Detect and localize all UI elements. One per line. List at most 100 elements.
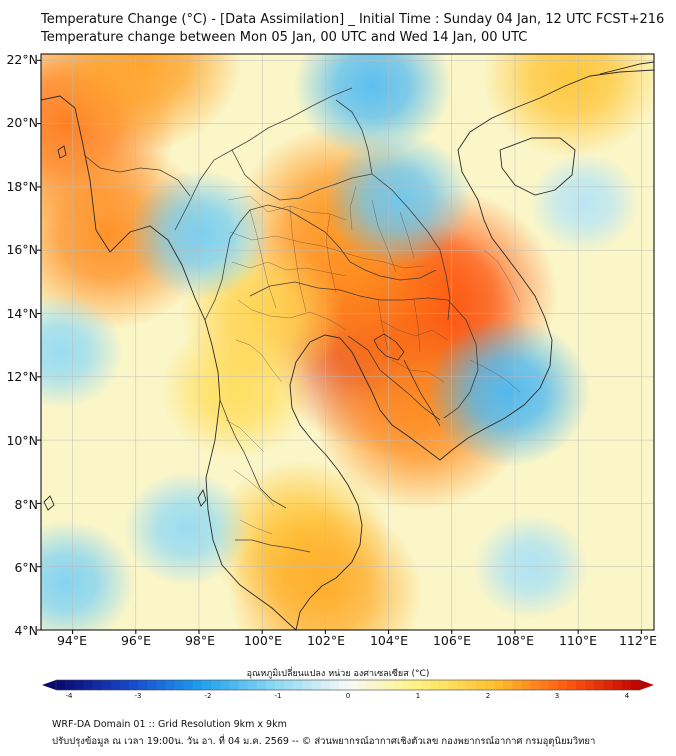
- colorbar-segment: [138, 680, 148, 690]
- colorbar-segment: [439, 680, 449, 690]
- colorbar-segment: [348, 680, 358, 690]
- colorbar-tick-label: 2: [485, 692, 491, 700]
- colorbar-segment: [430, 680, 440, 690]
- colorbar-segment: [393, 680, 404, 690]
- lon-label-106: 106°E: [432, 633, 471, 648]
- colorbar-segment: [530, 680, 541, 690]
- province-boundaries: [225, 185, 521, 535]
- colorbar-tick-label: 0: [345, 692, 351, 700]
- lat-label-20: 20°N: [6, 115, 38, 130]
- colorbar-segment: [557, 680, 568, 690]
- colorbar-segment: [320, 680, 331, 690]
- colorbar-segment: [165, 680, 176, 690]
- colorbar-segment: [147, 680, 157, 690]
- colorbar-segment: [56, 680, 66, 690]
- colorbar-segment: [603, 680, 614, 690]
- colorbar-segment: [612, 680, 623, 690]
- lat-label-12: 12°N: [6, 369, 38, 384]
- temperature-field: [41, 54, 654, 630]
- colorbar-tick-label: -1: [274, 692, 282, 700]
- colorbar-min-arrow: [42, 680, 56, 690]
- anomaly-north-cold: [293, 54, 452, 158]
- colorbar-segment: [302, 680, 312, 690]
- lat-label-4: 4°N: [14, 623, 38, 638]
- lon-label-102: 102°E: [306, 633, 345, 648]
- anomaly-bay-cold: [41, 293, 124, 410]
- anomaly-north-top: [41, 54, 243, 152]
- lat-label-8: 8°N: [14, 497, 38, 512]
- colorbar-segment: [539, 680, 550, 690]
- colorbar-segment: [494, 680, 504, 690]
- colorbar-tick-label: 1: [415, 692, 421, 700]
- colorbar-segment: [265, 680, 276, 690]
- colorbar-max-arrow: [640, 680, 654, 690]
- colorbar-segment: [92, 680, 103, 690]
- plot-frame: [40, 53, 655, 631]
- colorbar-segment: [229, 680, 239, 690]
- colorbar-segment: [411, 680, 422, 690]
- colorbar-segment: [621, 680, 632, 690]
- lat-label-18: 18°N: [6, 179, 38, 194]
- colorbar: [42, 679, 654, 691]
- colorbar-tick-label: -2: [204, 692, 212, 700]
- colorbar-frame: [55, 679, 641, 691]
- colorbar-segment: [484, 680, 495, 690]
- footer-domain-info: WRF-DA Domain 01 :: Grid Resolution 9km …: [52, 719, 287, 730]
- lon-label-100: 100°E: [243, 633, 282, 648]
- map-title-line1: Temperature Change (°C) - [Data Assimila…: [41, 12, 665, 27]
- colorbar-segment: [576, 680, 586, 690]
- colorbar-segment: [421, 680, 431, 690]
- colorbar-segment: [174, 680, 185, 690]
- colorbar-segment: [110, 680, 121, 690]
- colorbar-segment: [311, 680, 322, 690]
- lat-label-14: 14°N: [6, 306, 38, 321]
- lat-label-10: 10°N: [6, 433, 38, 448]
- colorbar-segment: [503, 680, 513, 690]
- colorbar-segment: [247, 680, 258, 690]
- colorbar-segment: [448, 680, 458, 690]
- anomaly-andaman-cold: [122, 471, 250, 587]
- anomaly-south-china-ne: [482, 54, 654, 158]
- colorbar-segment: [256, 680, 267, 690]
- colorbar-label: อุณหภูมิเปลี่ยนแปลง หน่วย องศาเซลเซียส (…: [246, 669, 430, 679]
- colorbar-segment: [65, 680, 75, 690]
- colorbar-tick-label: 4: [624, 692, 630, 700]
- colorbar-segment: [183, 680, 194, 690]
- colorbar-segment: [119, 680, 130, 690]
- colorbar-segment: [275, 680, 285, 690]
- colorbar-segment: [202, 680, 212, 690]
- anomaly-southwest-cold: [41, 520, 135, 630]
- lon-label-96: 96°E: [120, 633, 152, 648]
- anomaly-laos-cold: [324, 132, 472, 267]
- colorbar-segment: [457, 680, 468, 690]
- colorbar-segment: [630, 680, 641, 690]
- footer-credit: ปรับปรุงข้อมูล ณ เวลา 19:00น. วัน อา. ที…: [52, 736, 596, 747]
- colorbar-segment: [238, 680, 249, 690]
- lat-label-6: 6°N: [14, 560, 38, 575]
- anomaly-ne-cold: [529, 152, 640, 254]
- colorbar-segment: [585, 680, 595, 690]
- colorbar-segment: [402, 680, 413, 690]
- lat-label-16: 16°N: [6, 242, 38, 257]
- colorbar-segment: [594, 680, 604, 690]
- colorbar-segment: [512, 680, 522, 690]
- colorbar-segment: [74, 680, 84, 690]
- axis-ticks: [37, 59, 642, 634]
- colorbar-segment: [192, 680, 203, 690]
- colorbar-segment: [284, 680, 294, 690]
- colorbar-segment: [329, 680, 340, 690]
- lon-label-98: 98°E: [184, 633, 216, 648]
- rivers-lakes: [373, 333, 441, 427]
- lat-label-22: 22°N: [6, 52, 38, 67]
- colorbar-segment: [548, 680, 559, 690]
- colorbar-segment: [129, 680, 139, 690]
- colorbar-segment: [567, 680, 577, 690]
- colorbar-segment: [156, 680, 166, 690]
- colorbar-tick-label: 3: [554, 692, 560, 700]
- colorbar-segment: [83, 680, 93, 690]
- colorbar-segment: [375, 680, 385, 690]
- colorbar-segment: [384, 680, 395, 690]
- country-borders: [83, 87, 479, 553]
- lon-label-104: 104°E: [369, 633, 408, 648]
